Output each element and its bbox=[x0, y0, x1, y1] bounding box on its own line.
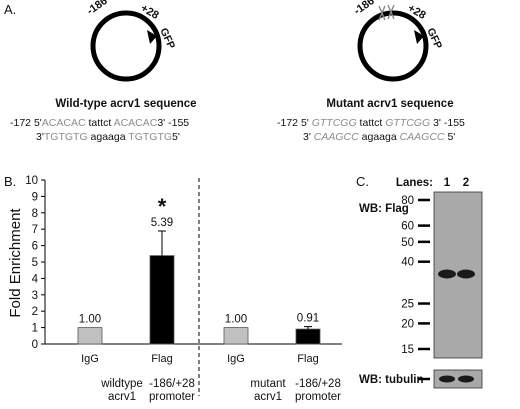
mutant-sequence-line2: 3' CAAGCC agaaga CAAGCC 5' bbox=[303, 131, 455, 143]
mutant-sequence-title: Mutant acrv1 sequence bbox=[326, 98, 453, 110]
wb-flag-label: WB: Flag bbox=[359, 203, 409, 215]
bar-value-label: 0.91 bbox=[297, 313, 319, 325]
lane-2-label: 2 bbox=[463, 177, 469, 189]
bar-flag-group-2 bbox=[295, 328, 321, 345]
mutant-sequence-line1: -172 5' GTTCGG tattct GTTCGG 3' -155 bbox=[277, 117, 465, 129]
promoter-label: promoter bbox=[295, 391, 341, 403]
bar-flag-group-1 bbox=[149, 255, 175, 345]
promoter-coordinate-label: -186/+28 bbox=[295, 378, 341, 390]
x-category-label: IgG bbox=[81, 353, 99, 365]
marker-label: 50 bbox=[401, 237, 414, 249]
y-tick-label: 8 bbox=[32, 208, 38, 220]
marker-label: 80 bbox=[401, 195, 414, 207]
group-label-line2: acrv1 bbox=[108, 391, 136, 403]
y-tick-label: 6 bbox=[32, 241, 38, 253]
bar-value-label: 5.39 bbox=[151, 217, 173, 229]
panel-b-label: B. bbox=[4, 174, 16, 189]
wb-tubulin-label: WB: tubulin bbox=[359, 374, 424, 386]
lanes-label: Lanes: bbox=[396, 177, 433, 189]
marker-label: 25 bbox=[401, 299, 414, 311]
mutant-plasmid-diagram: -186 +28 GFP bbox=[352, 0, 444, 82]
promoter-label: promoter bbox=[149, 391, 195, 403]
wildtype-gfp-arrow bbox=[147, 30, 157, 44]
y-tick-label: 2 bbox=[32, 306, 38, 318]
bar-igg-group-1 bbox=[77, 327, 103, 345]
wildtype-plasmid-circle bbox=[90, 10, 162, 82]
wildtype-sequence-title: Wild-type acrv1 sequence bbox=[55, 98, 196, 110]
x-category-label: Flag bbox=[297, 353, 318, 365]
wildtype-sequence-line2: 3'TGTGTG agaaga TGTGTG5' bbox=[36, 131, 180, 143]
y-tick-label: 4 bbox=[32, 273, 39, 285]
tubulin-band-lane-2 bbox=[458, 375, 474, 383]
mutant-plasmid-circle bbox=[357, 10, 429, 82]
group-label-line1: mutant bbox=[250, 378, 286, 390]
y-tick-label: 0 bbox=[32, 339, 38, 351]
mutant-gfp-arrow bbox=[414, 30, 424, 44]
bar-chart: 0123456789101.00IgG5.39*Flagwildtypeacrv… bbox=[25, 175, 342, 403]
bar-value-label: 1.00 bbox=[225, 314, 247, 326]
tubulin-band-lane-1 bbox=[439, 375, 455, 383]
marker-label: 60 bbox=[401, 221, 414, 233]
panel-c-label: C. bbox=[356, 174, 369, 189]
y-tick-label: 1 bbox=[32, 323, 38, 335]
bar-igg-group-2 bbox=[223, 327, 249, 345]
y-axis-label: Fold Enrichment bbox=[7, 208, 24, 318]
wildtype-left-label: -186 bbox=[85, 0, 110, 17]
bar-value-label: 1.00 bbox=[79, 314, 101, 326]
y-tick-label: 10 bbox=[25, 175, 38, 187]
y-tick-label: 7 bbox=[32, 224, 38, 236]
promoter-coordinate-label: -186/+28 bbox=[149, 378, 195, 390]
significance-marker: * bbox=[158, 194, 167, 219]
x-category-label: Flag bbox=[151, 353, 172, 365]
x-category-label: IgG bbox=[227, 353, 245, 365]
marker-label: 20 bbox=[401, 318, 414, 330]
molecular-weight-markers: 80 60 50 40 25 20 15 bbox=[401, 195, 430, 381]
y-tick-label: 3 bbox=[32, 290, 38, 302]
y-tick-label: 9 bbox=[32, 191, 38, 203]
y-tick-label: 5 bbox=[32, 257, 38, 269]
marker-label: 40 bbox=[401, 257, 414, 269]
flag-band-lane-1 bbox=[438, 269, 456, 279]
flag-band-lane-2 bbox=[457, 269, 475, 279]
mutant-left-label: -186 bbox=[352, 0, 377, 17]
group-label-line1: wildtype bbox=[100, 378, 143, 390]
panel-a-label: A. bbox=[4, 2, 16, 17]
mutation-cross-marks bbox=[378, 4, 395, 21]
wildtype-sequence-line1: -172 5'ACACAC tattct ACACAC3' -155 bbox=[10, 117, 189, 129]
marker-label: 15 bbox=[401, 344, 414, 356]
group-label-line2: acrv1 bbox=[254, 391, 282, 403]
wildtype-plasmid-diagram: -186 +28 GFP bbox=[85, 0, 177, 82]
lane-1-label: 1 bbox=[444, 177, 451, 189]
